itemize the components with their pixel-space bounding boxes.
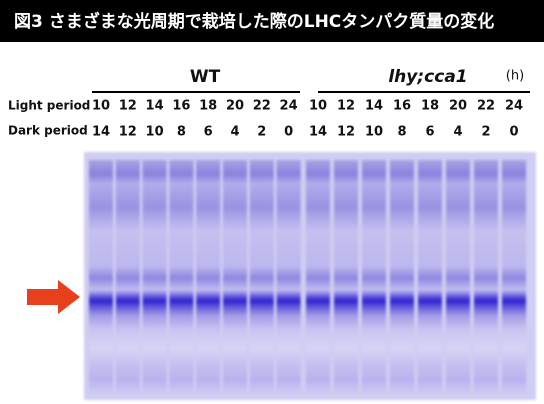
lane-value: 6 xyxy=(204,125,213,140)
gel-lane xyxy=(196,160,220,396)
lane-value: 14 xyxy=(309,125,327,140)
lane-value: 12 xyxy=(337,125,355,140)
gel-lane xyxy=(143,160,167,396)
lane-value: 14 xyxy=(365,99,383,114)
lane-value: 12 xyxy=(337,99,355,114)
row-label: Light period xyxy=(8,99,90,113)
arrow xyxy=(27,280,80,314)
gel-lane xyxy=(362,160,386,396)
gel-lane xyxy=(502,160,526,396)
gel-lane xyxy=(250,160,274,396)
lane-value: 12 xyxy=(119,125,137,140)
gel-lane xyxy=(418,160,442,396)
unit-label: (h) xyxy=(506,69,524,84)
lanes xyxy=(89,160,526,396)
row-label: Dark period xyxy=(8,124,88,138)
lane-value: 4 xyxy=(230,125,239,140)
lane-value: 10 xyxy=(146,125,164,140)
group-label: lhy;cca1 xyxy=(388,67,467,87)
gel-lane xyxy=(446,160,470,396)
lane-value: 18 xyxy=(199,99,217,114)
lane-value: 16 xyxy=(172,99,190,114)
lane-value: 22 xyxy=(477,99,495,114)
lane-value: 0 xyxy=(284,125,293,140)
lane-value: 24 xyxy=(280,99,298,114)
lane-value: 2 xyxy=(257,125,266,140)
lane-value: 12 xyxy=(119,99,137,114)
lane-value: 4 xyxy=(453,125,462,140)
lane-value: 2 xyxy=(481,125,490,140)
figure: 図3 さまざまな光周期で栽培した際のLHCタンパク質量の変化 WT lhy;cc… xyxy=(0,0,544,404)
gel-lane xyxy=(169,160,193,396)
lane-value: 16 xyxy=(393,99,411,114)
lane-value: 20 xyxy=(226,99,244,114)
lane-value: 8 xyxy=(397,125,406,140)
gel-lane xyxy=(89,160,113,396)
group-label: WT xyxy=(190,67,221,87)
lane-value: 0 xyxy=(509,125,518,140)
title: 図3 さまざまな光周期で栽培した際のLHCタンパク質量の変化 xyxy=(14,11,494,32)
gel-lane xyxy=(223,160,247,396)
gel-lane xyxy=(334,160,358,396)
lane-value: 24 xyxy=(505,99,523,114)
gel-lane xyxy=(390,160,414,396)
lane-value: 8 xyxy=(177,125,186,140)
lane-value: 14 xyxy=(146,99,164,114)
gel-lane xyxy=(474,160,498,396)
gel-lane xyxy=(277,160,301,396)
lane-value: 10 xyxy=(309,99,327,114)
lane-value: 10 xyxy=(365,125,383,140)
gel-lane xyxy=(306,160,330,396)
lane-value: 20 xyxy=(449,99,467,114)
lane-value: 10 xyxy=(92,99,110,114)
lane-value: 22 xyxy=(253,99,271,114)
lane-value: 6 xyxy=(425,125,434,140)
lane-value: 14 xyxy=(92,125,110,140)
gel-lane xyxy=(116,160,140,396)
lane-value: 18 xyxy=(421,99,439,114)
